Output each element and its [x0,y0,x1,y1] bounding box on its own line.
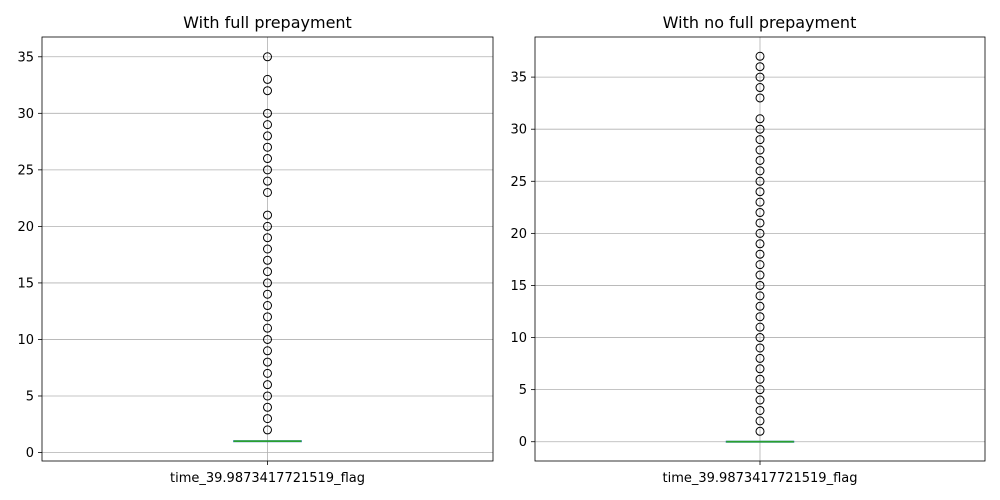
left-flier-point [263,402,272,412]
left-flier-point [263,357,272,367]
right-ytick-label: 5 [519,383,527,398]
left-ytick-label: 25 [17,163,34,178]
left-flier-point [263,108,272,118]
left-flier-point [263,323,272,333]
left-flier-point [263,244,272,254]
right-flier-point [755,124,765,134]
right-flier-point [755,249,765,259]
left-flier-point [263,255,272,265]
right-flier-point [755,322,765,332]
right-ytick-label: 35 [510,71,527,86]
right-flier-point [755,343,765,353]
left-flier-point [263,414,272,424]
right-flier-point [755,166,765,176]
right-flier-point [755,93,765,103]
right-flier-point [755,312,765,322]
left-chart-title: With full prepayment [183,13,352,32]
left-ytick-label: 5 [26,389,34,404]
right-flier-point [755,239,765,249]
left-flier-point [263,120,272,130]
right-flier-point [755,62,765,72]
right-flier-point [755,72,765,82]
left-flier-point [263,131,272,141]
left-ytick-label: 15 [17,276,34,291]
right-ytick-label: 15 [510,279,527,294]
left-axes-frame [41,36,494,462]
right-flier-point [755,208,765,218]
left-flier-point [263,346,272,356]
left-chart-panel: With full prepayment 0 5 10 15 20 25 30 35 time_… [17,13,494,486]
left-flier-point [263,154,272,164]
left-flier-point [263,210,272,220]
right-flier-point [755,260,765,270]
right-flier-point [755,51,765,61]
right-flier-point [755,405,765,415]
left-flier-point [263,74,272,84]
right-flier-point [755,301,765,311]
left-flier-point [263,165,272,175]
right-flier-point [755,197,765,207]
left-flier-point [263,267,272,277]
right-flier-point [755,280,765,290]
right-flier-point [755,135,765,145]
right-flier-point [755,333,765,343]
right-flier-point [755,426,765,436]
left-flier-point [263,289,272,299]
left-flier-point [263,425,272,435]
left-flier-point [263,380,272,390]
left-flier-point [263,142,272,152]
right-flier-point [755,83,765,93]
right-flier-point [755,270,765,280]
left-ytick-label: 35 [17,50,34,65]
left-flier-point [263,368,272,378]
right-flier-point [755,291,765,301]
left-flier-point [263,52,272,62]
right-flier-point [755,145,765,155]
left-xtick-label: time_39.9873417721519_flag [170,471,365,486]
right-flier-point [755,155,765,165]
right-flier-point [755,353,765,363]
right-flier-point [755,385,765,395]
left-ytick-label: 20 [17,220,34,235]
left-ytick-label: 10 [17,333,34,348]
left-flier-point [263,278,272,288]
right-chart-panel: With no full prepayment 0 5 10 15 20 25 30 35 ti… [510,13,986,486]
right-ytick-label: 25 [510,175,527,190]
right-flier-point [755,364,765,374]
left-flier-point [263,233,272,243]
right-xtick-label: time_39.9873417721519_flag [663,471,858,486]
left-flier-point [263,221,272,231]
right-flier-point [755,416,765,426]
left-ytick-label: 0 [26,446,34,461]
left-flier-point [263,176,272,186]
left-ytick-label: 30 [17,107,34,122]
left-flier-point [263,187,272,197]
right-flier-point [755,176,765,186]
right-flier-point [755,374,765,384]
left-flier-point [263,301,272,311]
left-flier-point [263,86,272,96]
right-ytick-label: 30 [510,123,527,138]
right-flier-point [755,228,765,238]
right-chart-title: With no full prepayment [663,13,857,32]
right-flier-point [755,187,765,197]
left-flier-point [263,334,272,344]
right-flier-point [755,114,765,124]
right-flier-point [755,218,765,228]
right-flier-point [755,395,765,405]
left-flier-point [263,391,272,401]
left-flier-point [263,312,272,322]
right-ytick-label: 20 [510,227,527,242]
right-axes-frame [534,36,986,462]
right-ytick-label: 10 [510,331,527,346]
right-ytick-label: 0 [519,435,527,450]
